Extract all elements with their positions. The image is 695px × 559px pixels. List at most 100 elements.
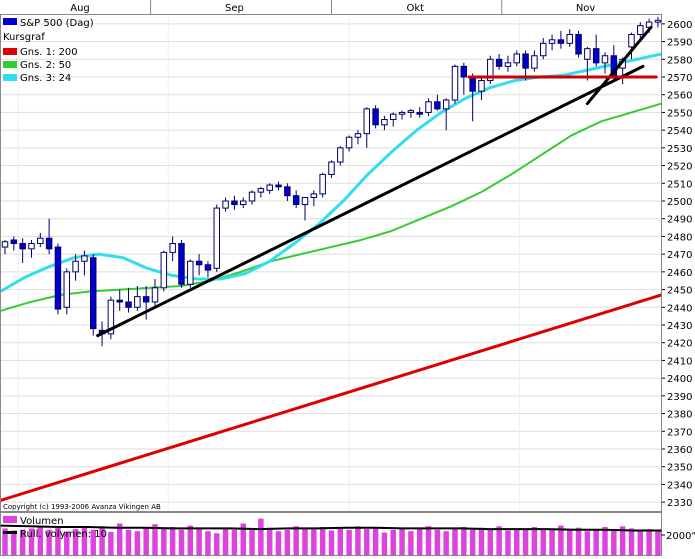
candle-up (222, 200, 229, 209)
candle-up (478, 80, 485, 92)
legend-swatch-ma200 (3, 48, 17, 55)
volume-bar (355, 526, 361, 555)
volume-bar (275, 531, 282, 555)
volume-bar (487, 529, 494, 555)
candle-up (37, 237, 44, 245)
candle-down (372, 108, 379, 126)
candle-up (363, 108, 371, 135)
legend-label-ma200: Gns. 1: 200 (20, 47, 78, 58)
y-tick-label: 2410 (667, 356, 692, 367)
volume-bar (72, 529, 79, 555)
volume-bar (143, 528, 149, 555)
y-tick-label: 2440 (667, 303, 692, 314)
volume-bar (381, 532, 388, 555)
volume-bar (619, 526, 626, 555)
trendline (96, 64, 645, 338)
candle-up (548, 39, 556, 44)
volume-bar (478, 527, 485, 555)
y-tick-label: 2380 (667, 410, 692, 421)
candle-up (81, 255, 88, 262)
candle-up (513, 53, 521, 64)
volume-bar (266, 527, 273, 555)
candle-up (134, 296, 141, 308)
candle-up (240, 200, 247, 206)
volume-bar (152, 524, 158, 555)
volume-bar (302, 528, 308, 555)
volume-bar (64, 531, 70, 555)
trendlines (96, 25, 658, 338)
candle-up (257, 188, 265, 193)
y-tick-label: 2520 (667, 162, 692, 173)
candle-up (442, 99, 450, 110)
candle-down (142, 296, 150, 303)
volume-bar (522, 529, 529, 555)
volume-bar (125, 529, 132, 555)
candle-up (381, 119, 388, 126)
volume-bar (655, 529, 661, 555)
candle-down (125, 301, 132, 308)
y-tick-label: 2600 (667, 20, 692, 31)
volume-bar (611, 529, 617, 555)
candle-down (575, 33, 582, 55)
volume-bar (514, 528, 520, 555)
volume-bar (19, 529, 26, 555)
candle-up (72, 260, 79, 273)
month-label: Sep (225, 3, 244, 14)
candle-down (195, 260, 203, 266)
ma-200-line (0, 293, 662, 502)
volume-bar (205, 531, 211, 555)
month-label: Nov (576, 3, 596, 14)
volume-bar (169, 527, 176, 555)
trendline (585, 25, 653, 106)
volume-bar (549, 529, 555, 555)
candle-up (407, 110, 415, 113)
volume-bar (134, 531, 141, 555)
candle-up (248, 191, 256, 202)
volume-bar (222, 527, 229, 555)
volume-bar (496, 526, 502, 555)
legend-swatch-ma50 (3, 61, 17, 68)
candle-down (275, 184, 282, 188)
volume-bar (187, 525, 194, 555)
volume-bar (399, 527, 405, 555)
candle-down (434, 101, 441, 110)
candle-up (654, 19, 662, 23)
volume-bar (461, 527, 467, 555)
volume-bar (628, 528, 635, 555)
y-tick-label: 2510 (667, 179, 692, 190)
y-tick-label: 2580 (667, 55, 692, 66)
legend-label-rolling-volume: Rull. volymen: 10 (20, 529, 107, 540)
candle-down (495, 58, 503, 67)
volume-bars (2, 518, 661, 555)
volume-bar (81, 527, 88, 555)
y-tick-label: 2340 (667, 480, 692, 491)
legend-label-price: S&P 500 (Dag) (20, 18, 94, 29)
candle-up (1, 241, 9, 248)
month-label: Aug (70, 3, 90, 14)
y-tick-label: 2550 (667, 108, 692, 119)
volume-bar (602, 527, 608, 555)
legend-label-kursgraf: Kursgraf (3, 32, 45, 43)
volume-bar (178, 529, 185, 555)
volume-bar (637, 530, 644, 555)
volume-bar (293, 526, 299, 555)
candle-down (557, 39, 565, 44)
candle-up (337, 147, 344, 163)
y-axis-ticks: 2330 2340 2350 2360 2370 2380 2390 2400 2410 2420… (661, 20, 692, 509)
legend-label-volume: Volumen (20, 516, 64, 527)
volume-bar (372, 528, 379, 555)
volume-bar (196, 529, 202, 555)
month-label: Okt (406, 3, 424, 14)
candle-up (310, 193, 318, 198)
y-tick-label: 2470 (667, 250, 692, 261)
candle-down (292, 195, 300, 206)
volume-bar (284, 529, 291, 555)
y-tick-label: 2330 (667, 498, 692, 509)
volume-bar (558, 525, 564, 555)
candle-down (204, 264, 212, 271)
volume-panel-frame (0, 512, 662, 556)
volume-bar (531, 527, 538, 555)
candle-up (487, 58, 494, 82)
candle-up (504, 62, 512, 67)
